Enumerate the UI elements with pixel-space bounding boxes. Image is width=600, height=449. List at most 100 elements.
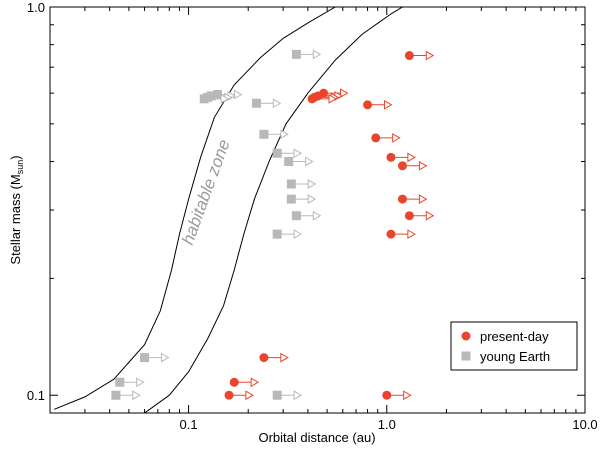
present-day-point xyxy=(404,210,435,221)
present-day-marker xyxy=(404,51,414,61)
present-day-point xyxy=(259,352,289,363)
young-earth-point xyxy=(115,377,145,388)
present-day-marker xyxy=(397,161,407,171)
present-day-point xyxy=(371,133,401,143)
young-earth-marker xyxy=(272,148,282,158)
young-earth-point xyxy=(272,229,303,239)
arrow-head xyxy=(272,98,282,109)
legend: present-day young Earth xyxy=(450,321,578,371)
young-earth-point xyxy=(259,129,289,140)
arrow-head xyxy=(339,88,349,98)
present-day-point xyxy=(397,160,428,171)
hz-inner-edge xyxy=(54,7,336,410)
arrow-head xyxy=(403,390,412,401)
arrow-head xyxy=(250,377,260,388)
present-day-marker xyxy=(259,353,269,363)
young-earth-point xyxy=(251,98,282,109)
arrow-head xyxy=(418,194,428,204)
young-earth-marker xyxy=(199,94,209,104)
x-tick-label: 0.1 xyxy=(180,417,198,432)
legend-marker-young-earth xyxy=(461,351,471,361)
arrow-head xyxy=(136,377,145,388)
arrow-head xyxy=(280,352,289,363)
young-earth-point xyxy=(140,352,170,363)
present-day-point xyxy=(386,229,416,239)
young-earth-point xyxy=(272,148,303,159)
tick-labels: 0.1 1.0 10.0 0.1 1.0 xyxy=(27,0,598,432)
y-axis-label-close: ) xyxy=(8,155,23,159)
y-axis-label-sub: sun xyxy=(15,160,25,175)
arrow-head xyxy=(307,179,317,189)
present-day-marker xyxy=(307,94,317,104)
x-tick-label: 1.0 xyxy=(378,417,396,432)
arrow-head xyxy=(418,160,428,171)
arrow-head xyxy=(425,210,435,221)
present-day-marker xyxy=(371,133,381,143)
habitable-zone xyxy=(54,7,403,413)
arrow-head xyxy=(425,50,435,61)
present-day-marker xyxy=(397,194,407,204)
arrow-head xyxy=(293,390,303,401)
young-earth-marker xyxy=(284,156,294,166)
young-earth-point xyxy=(272,390,303,401)
legend-label-young-earth: young Earth xyxy=(480,349,550,364)
arrow-head xyxy=(305,156,314,167)
young-earth-marker xyxy=(111,390,121,400)
present-day-point xyxy=(224,390,254,401)
y-tick-label: 0.1 xyxy=(27,388,45,403)
young-earth-marker xyxy=(259,129,269,139)
young-earth-marker xyxy=(286,179,296,189)
present-day-point xyxy=(363,99,393,110)
young-earth-marker xyxy=(272,390,282,400)
young-earth-marker xyxy=(251,98,261,108)
arrow-head xyxy=(160,352,170,363)
arrow-head xyxy=(293,148,303,159)
legend-label-present-day: present-day xyxy=(480,329,549,344)
legend-box xyxy=(450,321,578,371)
young-earth-point xyxy=(199,93,230,104)
arrow-head xyxy=(280,129,289,140)
young-earth-marker xyxy=(213,90,223,100)
present-day-marker xyxy=(229,377,239,387)
arrow-head xyxy=(312,49,322,60)
present-day-marker xyxy=(363,100,373,110)
x-tick-label: 10.0 xyxy=(572,417,597,432)
present-day-marker xyxy=(404,211,414,221)
present-day-marker xyxy=(224,390,234,400)
x-axis-label: Orbital distance (au) xyxy=(258,430,375,445)
young-earth-point xyxy=(286,194,317,204)
arrow-head xyxy=(233,89,243,100)
data-points xyxy=(111,49,435,401)
axis-ticks xyxy=(49,6,586,413)
arrow-head xyxy=(383,99,393,110)
y-tick-label: 1.0 xyxy=(27,0,45,15)
present-day-marker xyxy=(386,229,396,239)
present-day-point xyxy=(307,93,338,104)
present-day-point xyxy=(382,390,412,401)
young-earth-marker xyxy=(291,211,301,221)
y-axis-label: Stellar mass (Msun) xyxy=(8,155,25,264)
hz-outer-edge xyxy=(143,7,403,413)
arrow-head xyxy=(407,229,416,239)
arrow-head xyxy=(293,229,303,239)
arrow-head xyxy=(245,390,254,401)
arrow-head xyxy=(220,93,230,104)
young-earth-marker xyxy=(291,49,301,59)
young-earth-point xyxy=(291,49,322,60)
young-earth-marker xyxy=(115,377,125,387)
young-earth-marker xyxy=(286,194,296,204)
present-day-point xyxy=(397,194,428,204)
present-day-marker xyxy=(386,152,396,162)
present-day-marker xyxy=(382,390,392,400)
present-day-point xyxy=(404,50,435,61)
arrow-head xyxy=(392,133,401,143)
arrow-head xyxy=(307,194,317,204)
young-earth-marker xyxy=(272,229,282,239)
young-earth-point xyxy=(286,179,317,189)
young-earth-point xyxy=(291,210,322,221)
legend-marker-present-day xyxy=(461,331,471,341)
arrow-head xyxy=(407,152,416,163)
arrow-head xyxy=(312,210,322,221)
young-earth-point xyxy=(284,156,314,167)
